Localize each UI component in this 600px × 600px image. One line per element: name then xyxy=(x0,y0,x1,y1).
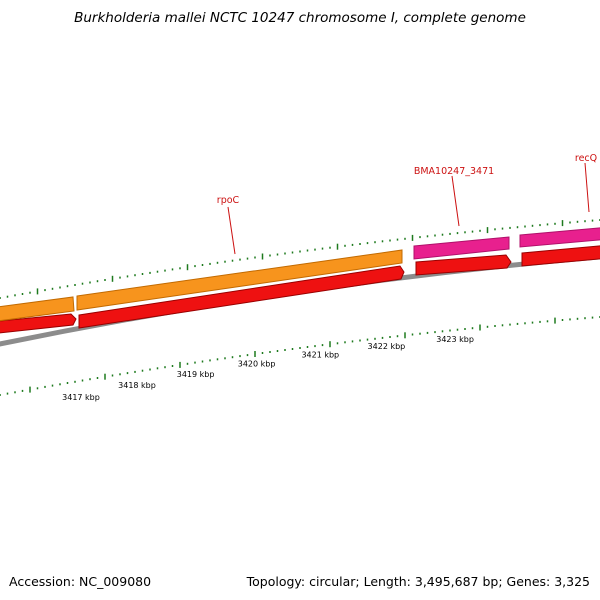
scale-label: 3419 kbp xyxy=(177,370,215,379)
reverse-cds-arrow[interactable] xyxy=(521,245,600,267)
BMA10247-3471-label-leader xyxy=(451,175,460,227)
forward-cds-pink[interactable] xyxy=(519,227,600,248)
forward-cds-orange[interactable] xyxy=(0,296,75,322)
forward-strand-features xyxy=(0,227,600,322)
accession-text: Accession: NC_009080 xyxy=(9,574,152,589)
scale-label: 3417 kbp xyxy=(62,393,100,402)
gene-label-leaders xyxy=(227,162,590,255)
scale-label: 3423 kbp xyxy=(436,335,474,344)
reverse-cds-arrow[interactable] xyxy=(78,265,405,329)
gene-label-BMA10247-3471[interactable]: BMA10247_3471 xyxy=(414,166,494,177)
rpoC-label-leader xyxy=(227,206,236,255)
gene-labels: rpoC BMA10247_3471 recQ xyxy=(217,153,597,206)
genome-stats-text: Topology: circular; Length: 3,495,687 bp… xyxy=(246,574,590,589)
recQ-label-leader xyxy=(584,162,590,213)
forward-cds-pink[interactable] xyxy=(413,236,510,260)
reverse-strand-features xyxy=(0,245,600,334)
gene-label-rpoC[interactable]: rpoC xyxy=(217,195,240,206)
scale-label: 3420 kbp xyxy=(238,360,276,369)
gene-label-recQ[interactable]: recQ xyxy=(575,153,597,164)
map-title: Burkholderia mallei NCTC 10247 chromosom… xyxy=(74,10,526,26)
scale-label: 3421 kbp xyxy=(301,351,339,360)
scale-ticks-upper xyxy=(0,219,600,299)
scale-ticks-lower xyxy=(0,316,600,396)
reverse-cds-arrow[interactable] xyxy=(0,313,77,334)
scale-labels: 3417 kbp 3418 kbp 3419 kbp 3420 kbp 3421 kbp… xyxy=(62,335,474,402)
forward-cds-orange[interactable] xyxy=(76,249,403,311)
scale-label: 3418 kbp xyxy=(118,381,156,390)
reverse-cds-arrow[interactable] xyxy=(415,254,512,276)
scale-label: 3422 kbp xyxy=(368,342,406,351)
